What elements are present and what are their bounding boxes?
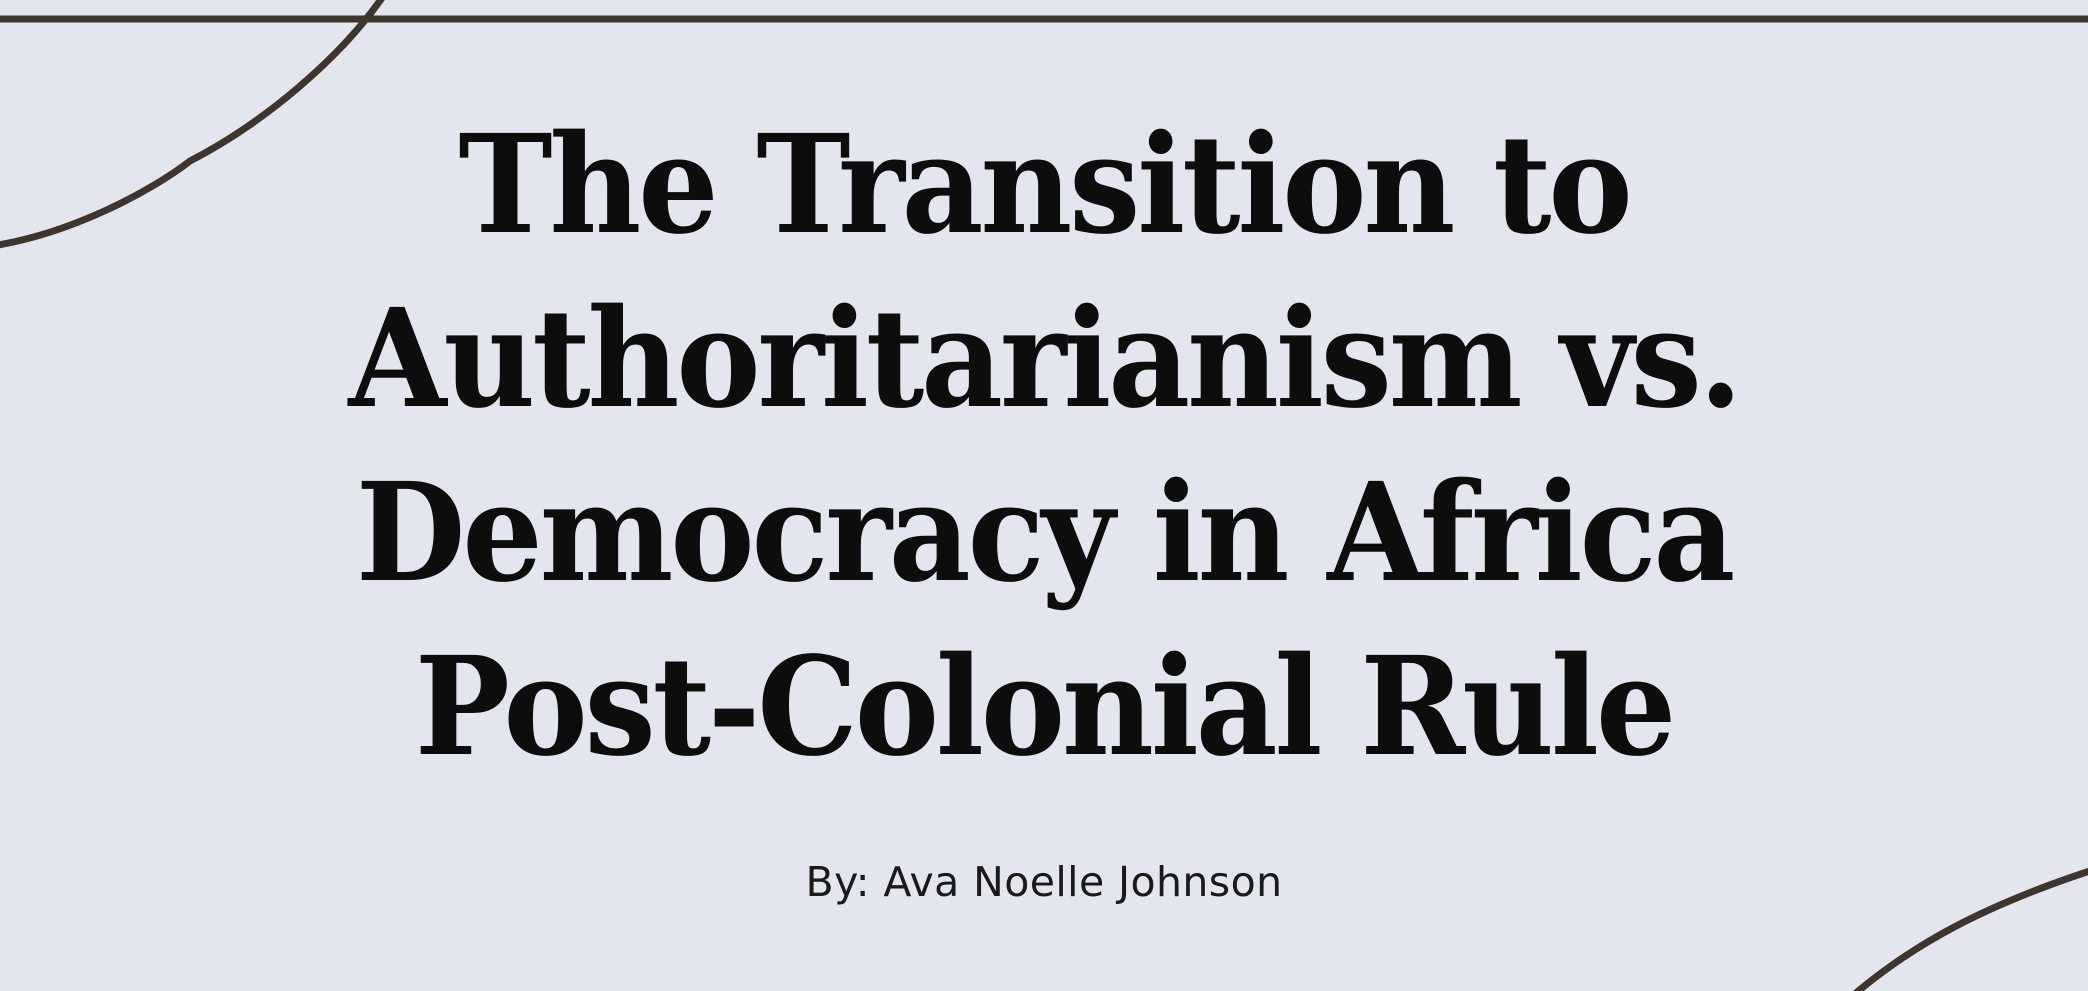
slide-title-line-2: Authoritarianism vs. [348,279,1742,439]
slide-title: The Transition to Authoritarianism vs. D… [73,98,2015,794]
slide-title-line-4: Post-Colonial Rule [414,627,1677,787]
slide-title-line-1: The Transition to [458,105,1632,265]
slide-title-line-3: Democracy in Africa [355,453,1736,613]
byline: By: Ava Noelle Johnson [805,858,1283,906]
